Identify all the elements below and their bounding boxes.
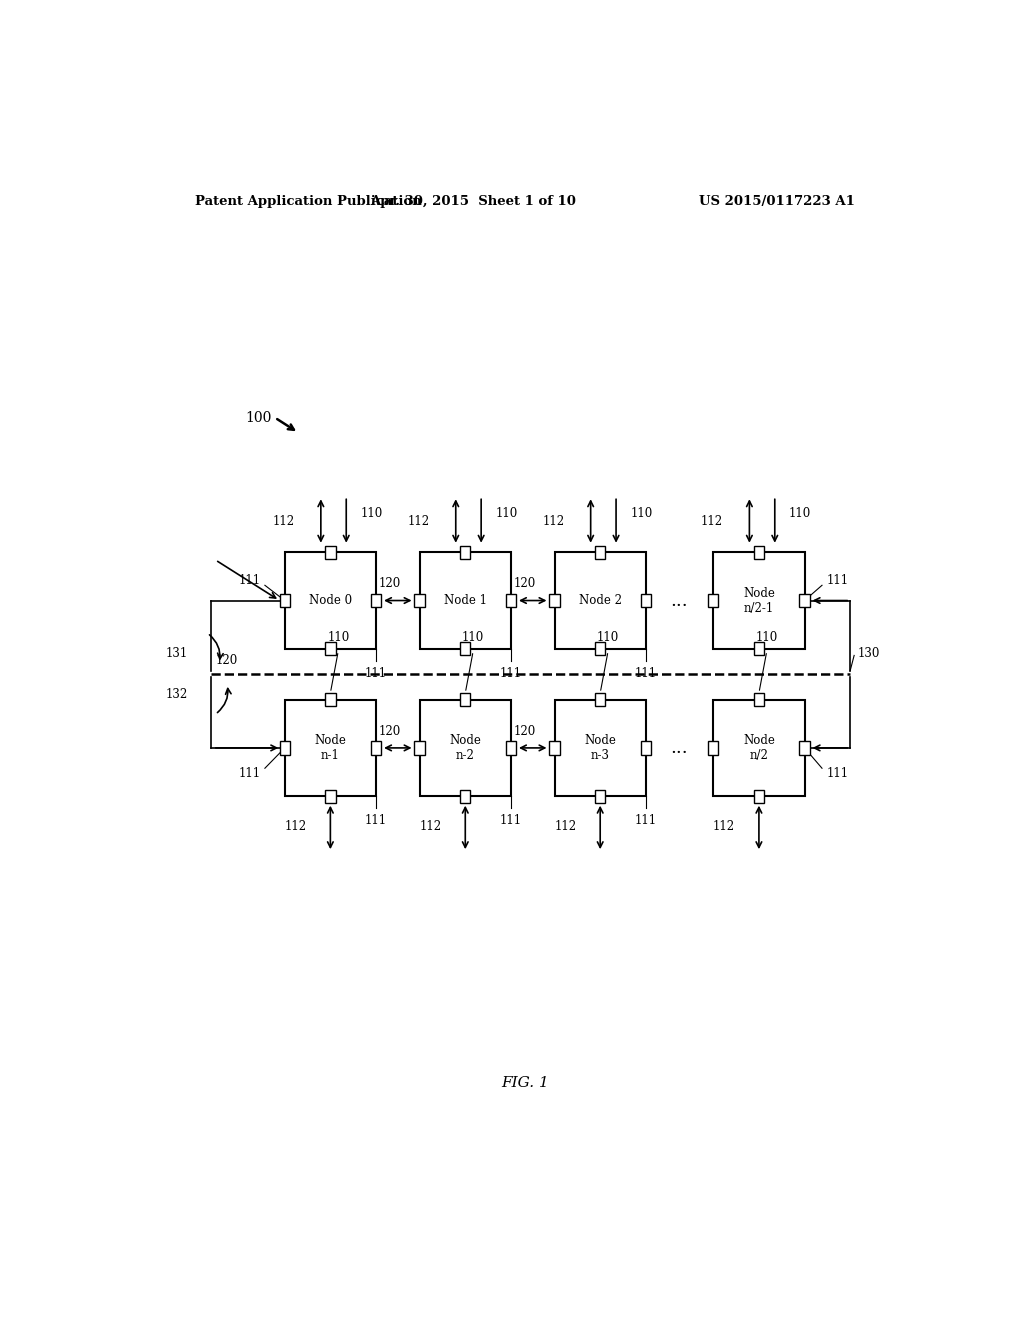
Bar [420,700,511,796]
Text: Patent Application Publication: Patent Application Publication [196,194,422,207]
Text: ...: ... [671,739,688,756]
Bar [280,594,290,607]
Text: 120: 120 [514,725,536,738]
Bar [415,594,425,607]
Text: 111: 111 [635,814,656,828]
Text: Apr. 30, 2015  Sheet 1 of 10: Apr. 30, 2015 Sheet 1 of 10 [371,194,577,207]
Bar [709,594,719,607]
Bar [326,789,336,803]
Text: 110: 110 [360,507,383,520]
Bar [595,789,605,803]
Bar [460,693,470,706]
Bar [460,545,470,558]
Text: 111: 111 [500,814,522,828]
Bar [641,594,651,607]
Text: FIG. 1: FIG. 1 [501,1076,549,1090]
Bar [754,693,764,706]
Bar [641,742,651,755]
Text: 112: 112 [285,821,306,833]
Text: 111: 111 [500,667,522,680]
Bar [714,552,805,649]
Text: 112: 112 [701,515,723,528]
Text: 111: 111 [635,667,656,680]
Text: Node
n-3: Node n-3 [585,734,616,762]
Text: ...: ... [671,591,688,610]
Text: 110: 110 [328,631,349,644]
Text: 110: 110 [496,507,518,520]
Bar [285,700,376,796]
Text: 112: 112 [420,821,441,833]
Text: 110: 110 [462,631,484,644]
Text: 111: 111 [365,814,387,828]
Text: 112: 112 [713,821,735,833]
Text: Node 0: Node 0 [309,594,352,607]
Text: 111: 111 [239,767,261,780]
Text: 111: 111 [239,574,261,586]
Text: 112: 112 [543,515,564,528]
Bar [595,693,605,706]
Bar [555,552,646,649]
Text: 120: 120 [215,653,238,667]
Text: 110: 110 [597,631,620,644]
Text: 110: 110 [790,507,811,520]
Text: US 2015/0117223 A1: US 2015/0117223 A1 [699,194,855,207]
Text: 112: 112 [408,515,430,528]
Text: Node 1: Node 1 [443,594,486,607]
Text: 120: 120 [514,577,536,590]
Text: Node 2: Node 2 [579,594,622,607]
Bar [326,693,336,706]
Text: Node
n-2: Node n-2 [450,734,481,762]
Text: 110: 110 [631,507,652,520]
Bar [550,594,560,607]
Bar [595,545,605,558]
Bar [550,742,560,755]
Text: 131: 131 [165,647,187,660]
Text: 120: 120 [379,725,401,738]
Text: 130: 130 [858,647,881,660]
Bar [754,545,764,558]
Text: 100: 100 [246,411,271,425]
Text: Node
n/2: Node n/2 [743,734,775,762]
Bar [285,552,376,649]
Bar [420,552,511,649]
Text: 111: 111 [826,574,849,586]
Text: 111: 111 [365,667,387,680]
Bar [506,742,516,755]
Bar [555,700,646,796]
Bar [326,643,336,656]
Text: 111: 111 [826,767,849,780]
Bar [460,789,470,803]
Text: 120: 120 [379,577,401,590]
Bar [714,700,805,796]
Bar [415,742,425,755]
Text: Node
n/2-1: Node n/2-1 [743,586,775,615]
Bar [754,643,764,656]
Bar [506,594,516,607]
Text: 112: 112 [554,821,577,833]
Bar [754,789,764,803]
Text: 110: 110 [756,631,778,644]
Bar [326,545,336,558]
Text: 112: 112 [272,515,295,528]
Bar [800,594,810,607]
Bar [800,742,810,755]
Bar [371,594,381,607]
Bar [371,742,381,755]
Bar [280,742,290,755]
Bar [595,643,605,656]
Bar [709,742,719,755]
Bar [460,643,470,656]
Text: 132: 132 [165,688,187,701]
Text: Node
n-1: Node n-1 [314,734,346,762]
